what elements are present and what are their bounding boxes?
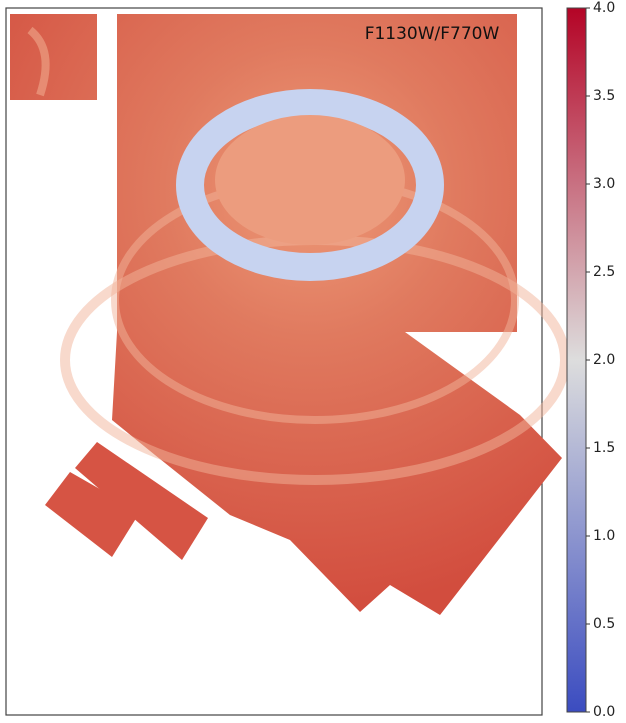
image-content [10, 14, 570, 615]
colorbar-tick-label: 2.5 [593, 264, 615, 280]
colorbar-tick-label: 0.0 [593, 704, 615, 720]
colorbar-tick-label: 0.5 [593, 616, 615, 632]
colorbar-tick-label: 1.0 [593, 528, 615, 544]
colorbar-tick-label: 2.0 [593, 352, 615, 368]
colorbar-tick-label: 3.5 [593, 88, 615, 104]
colorbar [566, 7, 587, 713]
colorbar-tick-label: 4.0 [593, 0, 615, 16]
image-label: F1130W/F770W [365, 24, 500, 44]
colorbar-tick-label: 1.5 [593, 440, 615, 456]
colorbar-tick-label: 3.0 [593, 176, 615, 192]
